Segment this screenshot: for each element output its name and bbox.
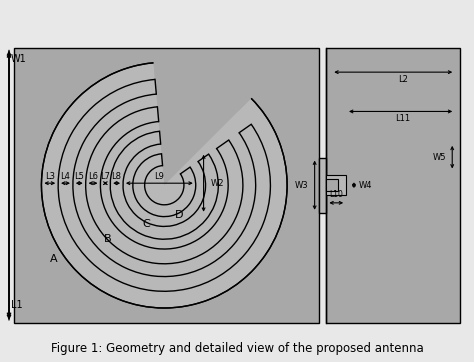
Text: Figure 1: Geometry and detailed view of the proposed antenna: Figure 1: Geometry and detailed view of …	[51, 342, 423, 355]
Text: L9: L9	[155, 172, 164, 181]
Text: L2: L2	[398, 75, 408, 84]
Text: L1: L1	[11, 300, 23, 310]
Bar	[327, 47, 460, 323]
Text: L3: L3	[45, 172, 55, 181]
Text: L8: L8	[111, 172, 122, 181]
Text: C: C	[143, 219, 150, 230]
Wedge shape	[110, 131, 219, 239]
Wedge shape	[58, 79, 270, 291]
Text: L4: L4	[61, 172, 71, 181]
Text: L7: L7	[100, 172, 110, 181]
Wedge shape	[86, 107, 243, 264]
Text: L10: L10	[329, 190, 343, 199]
Text: L11: L11	[395, 114, 410, 123]
Wedge shape	[154, 60, 253, 111]
Bar	[327, 179, 338, 191]
Text: W4: W4	[359, 181, 373, 190]
Polygon shape	[319, 157, 327, 213]
Wedge shape	[154, 60, 253, 185]
Text: D: D	[175, 210, 183, 220]
Circle shape	[41, 62, 287, 308]
Text: B: B	[103, 234, 111, 244]
Text: L6: L6	[88, 172, 98, 181]
Text: W1: W1	[11, 54, 27, 64]
Text: W3: W3	[295, 181, 309, 190]
Text: W2: W2	[210, 179, 224, 188]
Text: A: A	[49, 254, 57, 264]
Wedge shape	[133, 154, 196, 216]
Bar	[14, 47, 319, 323]
Text: L5: L5	[74, 172, 84, 181]
Bar	[327, 175, 346, 195]
Text: W5: W5	[433, 153, 447, 162]
